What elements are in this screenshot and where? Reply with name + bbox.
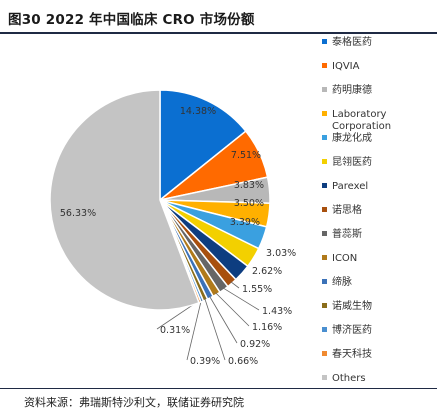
- leader-line: [204, 298, 226, 361]
- slice-value-label: 2.62%: [252, 266, 282, 277]
- pie-slice: [159, 89, 247, 202]
- leader-line: [209, 295, 238, 344]
- legend-label: Laboratory Corporation: [332, 109, 391, 132]
- legend-swatch: [322, 63, 327, 68]
- slice-value-label: 14.38%: [180, 106, 216, 117]
- slice-value-label: 3.50%: [234, 198, 264, 209]
- legend-swatch: [322, 303, 327, 308]
- legend-swatch: [322, 159, 327, 164]
- slice-value-label: 1.43%: [262, 306, 292, 317]
- leader-line: [186, 299, 202, 361]
- slice-value-label: 0.92%: [240, 339, 270, 350]
- legend-swatch: [322, 351, 327, 356]
- legend-label: 药明康德: [332, 83, 372, 96]
- slice-value-label: 7.51%: [231, 150, 261, 161]
- legend-swatch: [322, 87, 327, 92]
- legend-label: 普蕊斯: [332, 227, 362, 240]
- slice-value-label: 3.39%: [230, 217, 260, 228]
- legend-swatch: [322, 111, 327, 116]
- legend-swatch: [322, 135, 327, 140]
- leader-line: [230, 281, 240, 289]
- leader-line: [222, 287, 260, 311]
- pie-chart: 14.38% 7.51% 3.83% 3.50% 3.39% 3.03% 2.62% 1.55…: [49, 35, 391, 384]
- legend-swatch: [322, 183, 327, 188]
- slice-value-label: 1.55%: [242, 284, 272, 295]
- legend-label: 昆翎医药: [332, 155, 372, 168]
- legend-label: 诺思格: [332, 203, 362, 216]
- legend-swatch: [322, 255, 327, 260]
- pie-slice: [49, 89, 200, 311]
- legend-swatch: [322, 279, 327, 284]
- legend-swatch: [322, 231, 327, 236]
- leader-line: [215, 292, 250, 327]
- legend-label: Parexel: [332, 181, 368, 192]
- slice-value-label: 3.83%: [234, 180, 264, 191]
- legend-label: 康龙化成: [332, 131, 372, 144]
- title-bar: 图30 2022 年中国临床 CRO 市场份额: [0, 0, 437, 34]
- legend-label: 泰格医药: [332, 35, 372, 48]
- slice-value-label: 0.31%: [160, 325, 190, 336]
- legend-label: Others: [332, 373, 366, 384]
- slice-value-label: 0.66%: [228, 356, 258, 367]
- legend-swatch: [322, 327, 327, 332]
- source-note: 资料来源：弗瑞斯特沙利文，联储证券研究院: [24, 396, 244, 409]
- legend-swatch: [322, 375, 327, 380]
- legend-label: ICON: [332, 253, 357, 264]
- legend-label: IQVIA: [332, 61, 360, 72]
- legend-swatch: [322, 39, 327, 44]
- legend-label: 诺威生物: [332, 299, 372, 312]
- legend-swatch: [322, 207, 327, 212]
- slice-value-label: 3.03%: [266, 248, 296, 259]
- slice-value-label: 0.39%: [190, 356, 220, 367]
- slice-value-label: 1.16%: [252, 322, 282, 333]
- legend-label: 春天科技: [332, 347, 372, 360]
- source-bar: 资料来源：弗瑞斯特沙利文，联储证券研究院: [0, 388, 437, 415]
- legend-label: 博济医药: [332, 323, 372, 336]
- chart-title: 图30 2022 年中国临床 CRO 市场份额: [8, 12, 255, 28]
- slice-value-label: 56.33%: [60, 208, 96, 219]
- legend-label: 缔脉: [332, 275, 352, 288]
